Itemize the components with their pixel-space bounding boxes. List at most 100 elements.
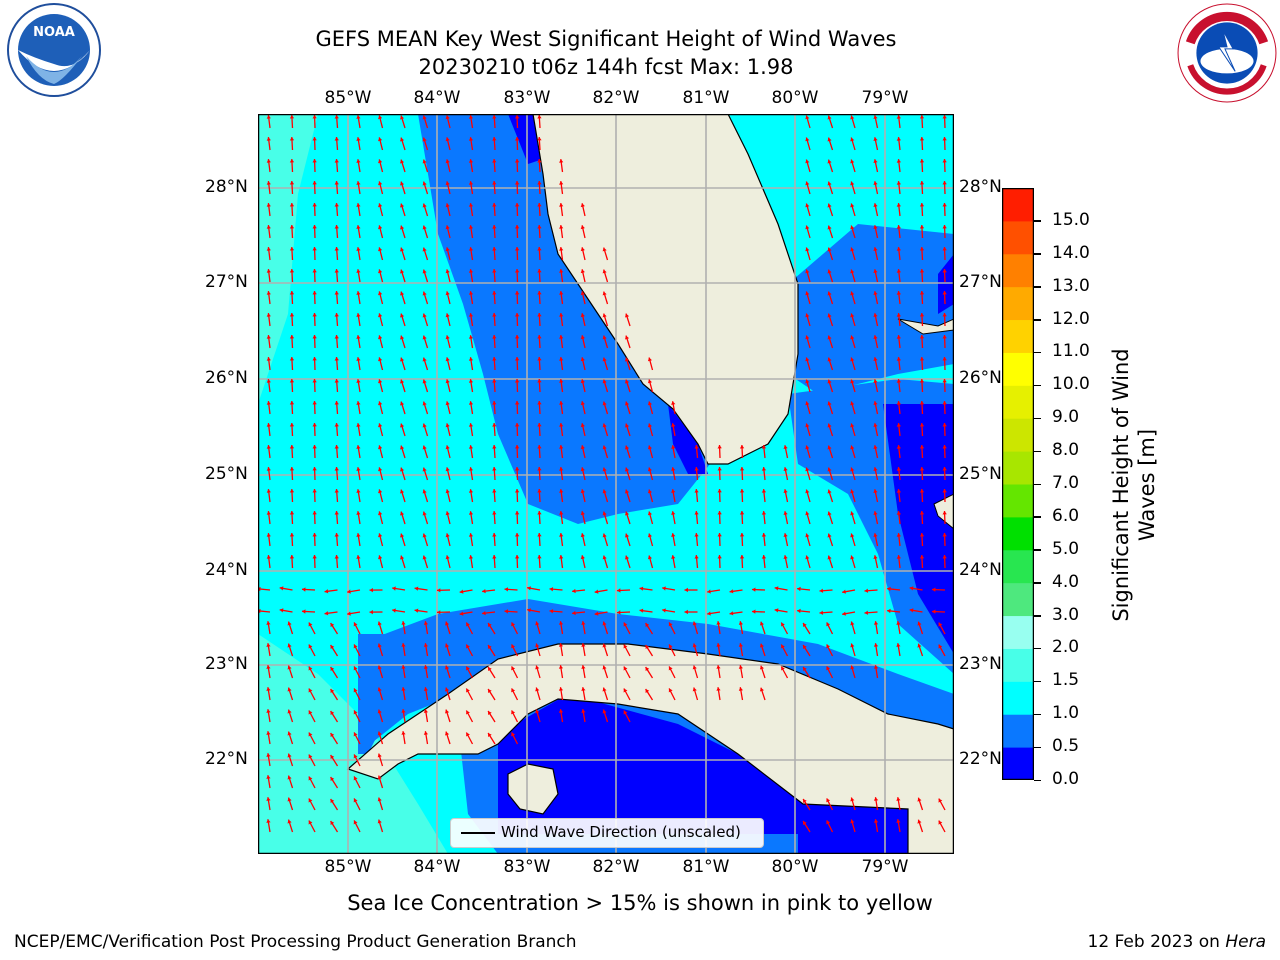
wave-direction-arrowhead: [504, 609, 508, 614]
wave-direction-arrowhead: [805, 225, 810, 230]
wave-direction-arrowhead: [356, 379, 361, 383]
wave-direction-arrowhead: [873, 445, 878, 449]
wave-direction-arrowhead: [668, 644, 673, 649]
wave-direction-arrowhead: [527, 608, 531, 613]
wave-direction-arrowhead: [805, 269, 810, 274]
wave-direction-arrowhead: [312, 401, 317, 405]
wave-direction-arrowhead: [334, 115, 339, 119]
wave-direction-arrowhead: [671, 511, 676, 515]
wave-direction-arrowhead: [334, 533, 339, 537]
wave-direction-arrowhead: [873, 159, 878, 163]
wave-direction-arrowhead: [266, 313, 271, 317]
wave-direction-arrowhead: [827, 269, 832, 274]
wave-direction-arrowhead: [266, 753, 271, 757]
wave-direction-arrowhead: [492, 467, 497, 471]
wave-direction-arrowhead: [873, 269, 878, 273]
wave-direction-arrowhead: [896, 401, 901, 405]
wave-direction-arrowhead: [559, 533, 564, 537]
wave-direction-arrowhead: [527, 586, 531, 591]
wave-direction-arrowhead: [482, 611, 486, 616]
wave-direction-arrowhead: [826, 644, 831, 649]
wave-height-map: [258, 114, 954, 854]
wave-direction-arrowhead: [445, 181, 450, 186]
wave-direction-arrowhead: [537, 335, 542, 339]
wave-direction-arrowhead: [873, 379, 878, 383]
wave-direction-arrowhead: [559, 159, 564, 163]
wave-direction-arrowhead: [330, 755, 335, 759]
wave-direction-arrowhead: [781, 622, 785, 627]
wave-direction-arrowhead: [752, 587, 756, 592]
wave-direction-arrowhead: [537, 115, 542, 119]
wave-direction-arrowhead: [917, 643, 922, 648]
wave-direction-arrowhead: [942, 313, 947, 317]
wave-direction-arrowhead: [942, 489, 947, 493]
footer-date: 12 Feb 2023 on Hera: [1088, 932, 1266, 952]
wave-direction-arrowhead: [559, 467, 564, 471]
wave-direction-arrowhead: [356, 533, 361, 537]
wave-direction-arrowhead: [356, 181, 361, 185]
wave-direction-arrowhead: [437, 610, 441, 615]
wave-direction-arrowhead: [492, 291, 497, 295]
wave-direction-arrowhead: [400, 159, 405, 164]
colorbar-tick-mark: [1034, 680, 1041, 683]
wave-direction-arrowhead: [468, 489, 474, 493]
wave-direction-arrowhead: [445, 643, 450, 648]
wave-direction-arrowhead: [312, 159, 317, 163]
wave-direction-arrowhead: [781, 666, 785, 671]
wave-direction-arrowhead: [559, 269, 564, 273]
wave-direction-arrowhead: [873, 533, 878, 537]
wave-direction-arrowhead: [445, 379, 450, 384]
wave-direction-arrowhead: [334, 137, 339, 141]
wave-direction-arrowhead: [580, 379, 585, 384]
colorbar-segment: [1002, 747, 1034, 780]
wave-direction-arrowhead: [938, 644, 943, 649]
wave-direction-arrowhead: [401, 687, 406, 691]
wave-direction-arrowhead: [625, 423, 630, 428]
wave-direction-arrowhead: [369, 610, 373, 615]
wave-direction-arrowhead: [400, 357, 405, 362]
colorbar-tick-label: 11.0: [1052, 341, 1090, 362]
wave-direction-arrowhead: [400, 445, 405, 450]
wave-direction-arrowhead: [850, 401, 855, 406]
wave-direction-arrowhead: [602, 401, 607, 406]
colorbar-tick-mark: [1034, 549, 1041, 551]
wave-direction-arrowhead: [488, 711, 492, 715]
map-legend: Wind Wave Direction (unscaled): [450, 818, 764, 848]
wave-direction-arrowhead: [445, 291, 450, 296]
wave-direction-arrowhead: [692, 665, 697, 670]
wave-direction-arrowhead: [423, 709, 428, 713]
wave-direction-arrowhead: [466, 622, 470, 627]
wave-direction-arrowhead: [515, 137, 520, 141]
wave-direction-arrowhead: [942, 203, 947, 207]
wave-direction-arrowhead: [739, 511, 745, 515]
wave-direction-arrowhead: [466, 732, 470, 737]
colorbar-tick-mark: [1034, 582, 1041, 584]
wave-direction-arrowhead: [850, 269, 855, 274]
left-latitude-label: 26°N: [205, 368, 248, 388]
wave-direction-arrowhead: [422, 401, 427, 406]
wave-direction-arrowhead: [896, 511, 901, 515]
wave-direction-arrowhead: [266, 489, 271, 493]
wave-direction-arrowhead: [400, 247, 405, 252]
wave-direction-arrowhead: [312, 533, 317, 537]
wave-direction-arrowhead: [873, 203, 878, 207]
wave-direction-arrowhead: [827, 467, 832, 472]
wave-direction-arrowhead: [559, 401, 564, 405]
wave-direction-arrowhead: [535, 665, 540, 670]
wave-direction-arrowhead: [942, 445, 947, 449]
wave-direction-arrowhead: [400, 335, 405, 340]
colorbar-segment: [1002, 714, 1034, 748]
wave-direction-arrowhead: [535, 709, 540, 714]
wave-direction-arrowhead: [739, 489, 745, 493]
wave-direction-arrowhead: [334, 247, 339, 251]
wave-direction-arrowhead: [623, 622, 628, 627]
wave-direction-arrowhead: [511, 644, 516, 649]
wave-direction-arrowhead: [896, 203, 901, 207]
wave-direction-arrowhead: [308, 798, 313, 803]
wave-direction-arrowhead: [378, 137, 383, 142]
wave-direction-arrowhead: [488, 667, 492, 671]
wave-direction-arrowhead: [537, 489, 542, 493]
wave-direction-arrowhead: [671, 467, 676, 471]
wave-direction-arrowhead: [873, 115, 878, 119]
wave-direction-arrowhead: [850, 511, 855, 516]
